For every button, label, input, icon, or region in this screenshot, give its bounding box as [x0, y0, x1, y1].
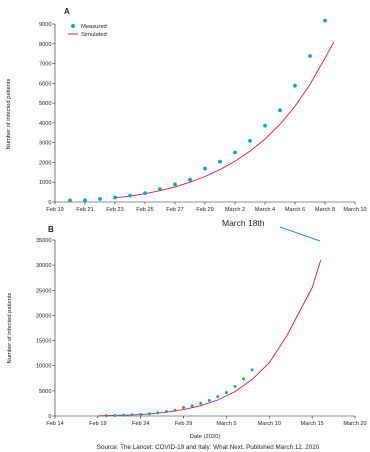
panel-b-y-ticks: 0 5000 10000 15000 20000 25000 30000 35000 [36, 238, 55, 420]
data-point-measured [233, 150, 237, 155]
x-tick-label: Feb 19 [89, 421, 106, 427]
annotation-text: March 18th [222, 218, 265, 228]
data-point-measured [199, 401, 203, 405]
panel-a: A Number of infected patients 0 1000 2000 3… [6, 7, 367, 213]
data-point-measured [242, 377, 246, 381]
panel-a-x-ticks: Feb 19 Feb 21 Feb 23 Feb 25 Feb 27 Feb 29 Marc… [46, 202, 367, 213]
annotation-pointer-line [279, 226, 321, 242]
x-tick-label: Feb 21 [76, 207, 93, 213]
source-caption: Source: The Lancet: COVID-19 and Italy: … [97, 444, 320, 451]
x-tick-label: March 2 [225, 207, 245, 213]
panel-b-series [97, 259, 322, 418]
x-tick-label: Feb 23 [106, 207, 123, 213]
data-point-measured [182, 406, 186, 410]
y-tick-label: 0 [48, 414, 51, 420]
data-point-measured [68, 198, 72, 203]
x-tick-label: Feb 14 [46, 421, 63, 427]
series-line-simulated [97, 259, 322, 417]
data-point-measured [250, 368, 254, 372]
data-point-measured [190, 404, 194, 408]
data-point-measured [293, 83, 297, 88]
annotation: March 18th [222, 218, 321, 242]
legend: Measured Simulated [68, 24, 107, 38]
legend-measured-marker [71, 24, 75, 28]
x-tick-label: March 15 [300, 421, 323, 427]
panel-a-series [68, 18, 335, 203]
y-tick-label: 1000 [39, 180, 51, 186]
data-point-measured [308, 54, 312, 58]
y-tick-label: 15000 [36, 339, 52, 345]
panel-a-y-ticks: 0 1000 2000 3000 4000 5000 6000 7000 8000 9000 [39, 22, 55, 206]
panel-b-y-axis-label: Number of infected patients [7, 292, 13, 363]
x-tick-label: March 6 [285, 207, 305, 213]
y-tick-label: 8000 [39, 42, 51, 48]
data-point-measured [113, 414, 117, 418]
series-line-simulated [114, 41, 335, 199]
data-point-measured [158, 187, 162, 192]
legend-simulated-label: Simulated [81, 32, 107, 38]
x-tick-label: March 4 [255, 207, 275, 213]
data-point-measured [203, 166, 207, 171]
panel-b-x-axis-label: Date (2020) [190, 434, 221, 440]
data-point-measured [323, 18, 327, 23]
y-tick-label: 7000 [39, 62, 51, 68]
x-tick-label: March 5 [216, 421, 236, 427]
x-tick-label: March 10 [258, 421, 281, 427]
data-point-measured [207, 398, 211, 402]
data-point-measured [143, 191, 147, 196]
x-tick-label: Feb 25 [136, 207, 153, 213]
x-tick-label: Feb 19 [46, 207, 63, 213]
data-point-measured [216, 395, 220, 399]
y-tick-label: 35000 [36, 238, 52, 244]
y-tick-label: 5000 [39, 101, 51, 107]
data-point-measured [122, 413, 126, 417]
data-point-measured [188, 177, 192, 182]
x-tick-label: Feb 29 [175, 421, 192, 427]
data-point-measured [173, 408, 177, 412]
panel-a-label: A [64, 7, 70, 16]
legend-measured-label: Measured [81, 24, 107, 30]
y-tick-label: 0 [48, 200, 51, 206]
data-point-measured [164, 410, 168, 414]
data-point-measured [104, 414, 108, 418]
x-tick-label: Feb 29 [196, 207, 213, 213]
data-point-measured [98, 197, 102, 201]
data-point-measured [218, 159, 222, 164]
data-point-measured [263, 123, 267, 128]
y-tick-label: 30000 [36, 263, 52, 269]
y-tick-label: 5000 [39, 389, 51, 395]
y-tick-label: 4000 [39, 121, 51, 127]
y-tick-label: 20000 [36, 313, 52, 319]
data-point-measured [83, 198, 87, 203]
y-tick-label: 10000 [36, 364, 52, 370]
data-point-measured [233, 384, 237, 388]
data-point-measured [113, 195, 117, 200]
panel-a-y-axis-label: Number of infected patients [6, 78, 12, 149]
x-tick-label: Feb 24 [132, 421, 149, 427]
data-point-measured [147, 412, 151, 416]
data-point-measured [156, 411, 160, 415]
y-tick-label: 25000 [36, 288, 52, 294]
data-point-measured [224, 391, 228, 395]
y-tick-label: 3000 [39, 141, 51, 147]
x-tick-label: March 20 [343, 421, 366, 427]
data-point-measured [173, 182, 177, 187]
panel-b-x-ticks: Feb 14 Feb 19 Feb 24 Feb 29 March 5 March 10 M… [46, 416, 367, 427]
y-tick-label: 2000 [39, 160, 51, 166]
y-tick-label: 6000 [39, 81, 51, 87]
data-point-measured [128, 193, 132, 198]
data-point-measured [248, 138, 252, 143]
x-tick-label: Feb 27 [166, 207, 183, 213]
data-point-measured [139, 412, 143, 416]
panel-b: B Number of infected patients Date (2020… [7, 225, 367, 440]
x-tick-label: March 10 [343, 207, 366, 213]
data-point-measured [278, 108, 282, 113]
x-tick-label: March 8 [315, 207, 335, 213]
data-point-measured [130, 413, 134, 417]
y-tick-label: 9000 [39, 22, 51, 28]
panel-b-label: B [48, 225, 54, 234]
